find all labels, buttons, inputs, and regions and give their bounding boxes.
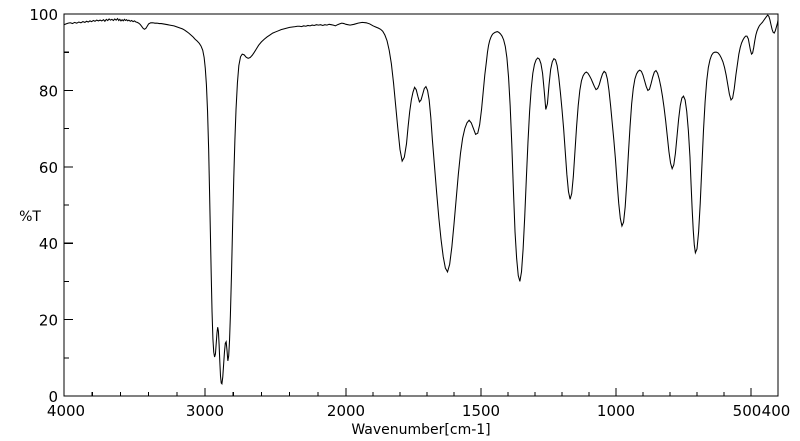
x-tick-label: 4000 [47, 402, 85, 420]
y-tick-label: 80 [39, 82, 58, 100]
y-tick-label: 20 [39, 312, 58, 330]
x-tick-label: 3000 [186, 402, 224, 420]
plot-frame [63, 13, 779, 397]
x-tick-label: 400 [762, 402, 791, 420]
x-tick-label: 1500 [462, 402, 500, 420]
x-tick-label: 1000 [597, 402, 635, 420]
spectrum-trace [63, 14, 779, 385]
y-tick-label: 0 [48, 388, 58, 406]
x-tick-label: 500 [733, 402, 762, 420]
y-axis-title: %T [19, 209, 41, 225]
y-axis-tick-labels: 0 20 40 60 80 100 [29, 6, 58, 406]
x-axis-title: Wavenumber[cm-1] [351, 422, 490, 438]
x-axis-tick-labels: 4000 3000 2000 1500 1000 500 400 [47, 402, 790, 420]
x-axis-ticks [91, 388, 752, 396]
x-tick-label: 2000 [327, 402, 365, 420]
y-tick-label: 60 [39, 159, 58, 177]
plot-border [63, 13, 779, 397]
y-tick-label: 100 [29, 6, 58, 24]
y-axis-ticks [64, 13, 73, 397]
y-tick-label: 40 [39, 235, 58, 253]
